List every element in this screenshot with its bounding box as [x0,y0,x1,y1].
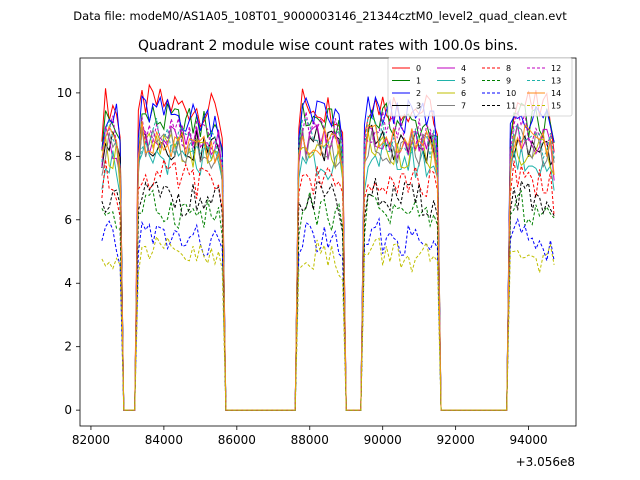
x-tick-label: 82000 [72,433,110,447]
x-offset-label: +3.056e8 [516,455,575,469]
y-tick-label: 0 [64,403,72,417]
legend-label-10: 10 [506,89,516,98]
legend-label-1: 1 [416,77,421,86]
chart-title: Quadrant 2 module wise count rates with … [138,38,518,54]
legend-label-5: 5 [461,77,466,86]
x-tick-label: 84000 [145,433,183,447]
legend-label-9: 9 [506,77,511,86]
legend-label-0: 0 [416,64,421,73]
x-tick-label: 88000 [291,433,329,447]
series-line-15 [101,235,555,411]
y-tick-label: 8 [64,149,72,163]
y-tick-label: 4 [64,276,72,290]
legend-box [387,57,573,117]
legend-label-4: 4 [461,64,466,73]
suptitle: Data file: modeM0/AS1A05_108T01_90000031… [73,9,567,23]
x-tick-label: 86000 [218,433,256,447]
series-layer [101,83,555,411]
legend-label-8: 8 [506,64,511,73]
legend-label-15: 15 [551,102,561,111]
legend-label-7: 7 [461,102,466,111]
y-tick-label: 6 [64,213,72,227]
axes-frame [79,57,577,427]
y-tick-label: 10 [57,86,72,100]
x-tick-label: 92000 [437,433,475,447]
legend-label-13: 13 [551,77,561,86]
legend-label-14: 14 [551,89,561,98]
x-tick-label: 90000 [364,433,402,447]
legend-label-3: 3 [416,102,421,111]
legend-label-12: 12 [551,64,561,73]
x-tick-label: 94000 [509,433,547,447]
legend-label-6: 6 [461,89,466,98]
y-tick-label: 2 [64,340,72,354]
legend-label-2: 2 [416,89,421,98]
legend-label-11: 11 [506,102,516,111]
series-line-13 [101,115,555,411]
x-axis: 82000 84000 86000 88000 90000 92000 94000 [72,426,548,447]
y-axis: 0 2 4 6 8 10 [57,86,80,417]
